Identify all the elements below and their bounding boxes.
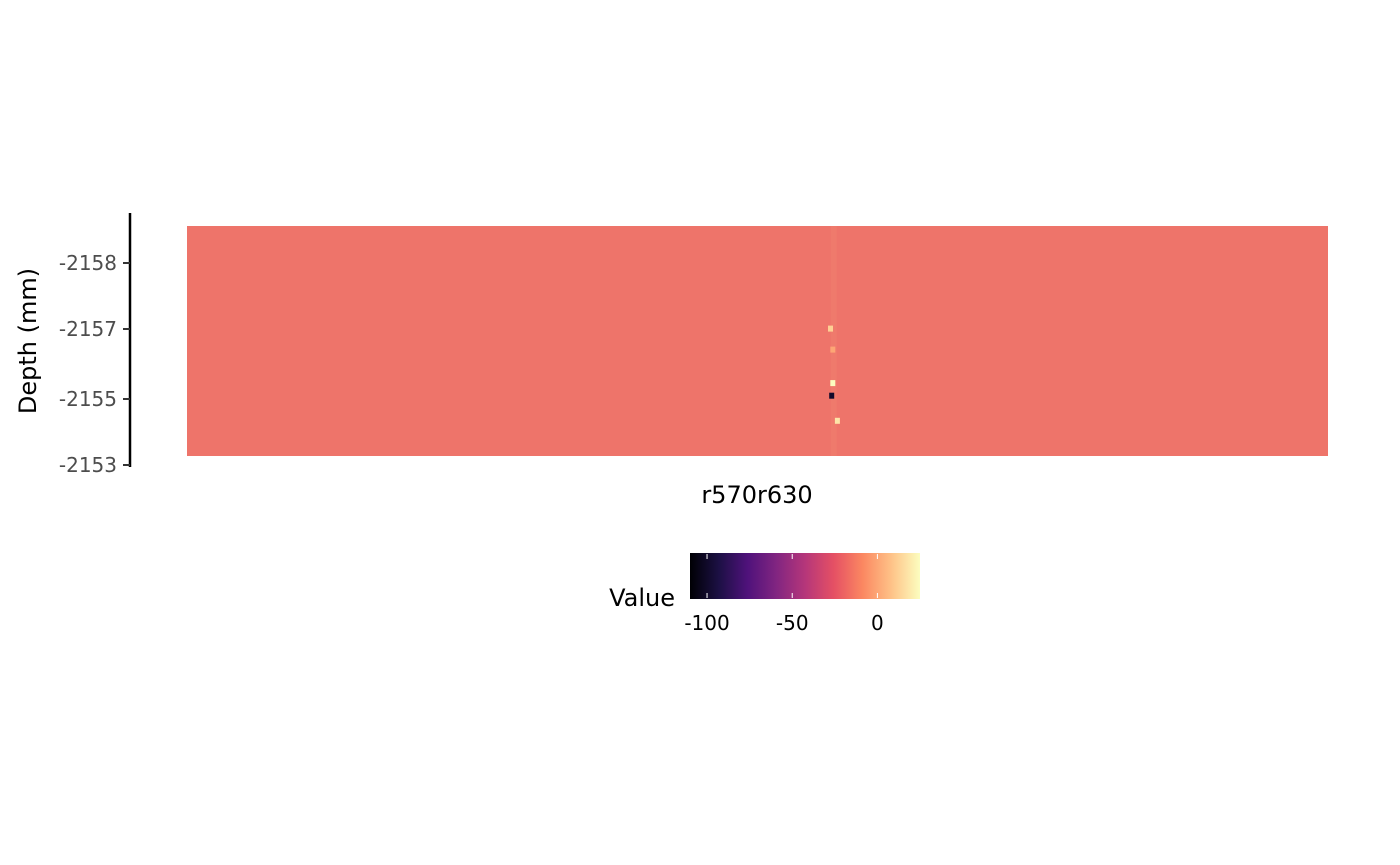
y-tick-label: -2157 xyxy=(59,317,117,341)
y-tick-label: -2153 xyxy=(59,453,117,477)
y-axis-title: Depth (mm) xyxy=(14,268,42,414)
legend-tick-label: -50 xyxy=(776,611,809,635)
y-tick-label: -2158 xyxy=(59,251,117,275)
heatmap-cell xyxy=(830,380,836,387)
heatmap-field xyxy=(187,226,1328,456)
heatmap-cell xyxy=(834,417,840,424)
x-axis-title: r570r630 xyxy=(701,481,812,509)
heatmap-seam xyxy=(830,226,837,456)
legend-tick-label: -100 xyxy=(684,611,729,635)
y-tick-label: -2155 xyxy=(59,387,117,411)
legend-tick-label: 0 xyxy=(871,611,884,635)
heatmap-cell xyxy=(828,325,833,332)
legend-colorbar xyxy=(690,553,920,599)
legend-title: Value xyxy=(609,584,675,612)
heatmap-cell xyxy=(830,346,836,353)
heatmap-cell xyxy=(829,392,835,399)
legend: Value -100 -50 0 xyxy=(609,553,920,635)
